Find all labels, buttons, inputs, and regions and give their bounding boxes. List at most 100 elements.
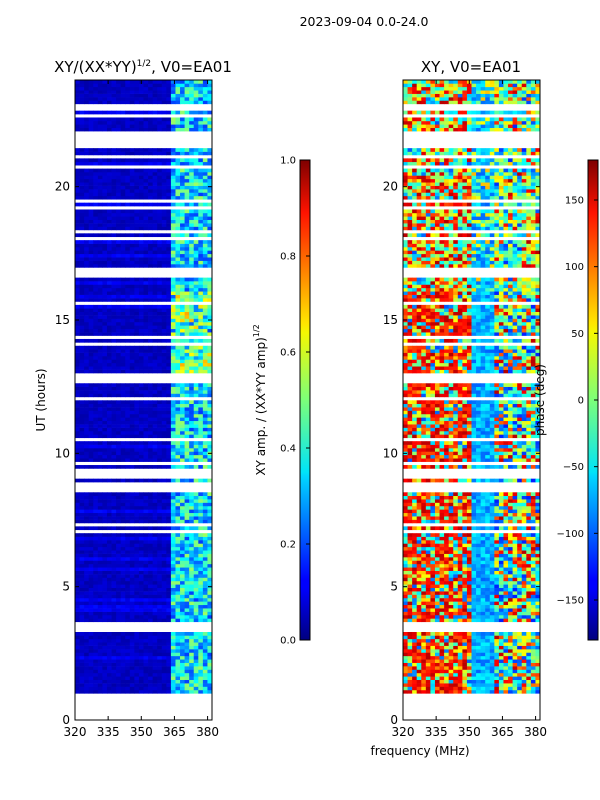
left-heat-cell (88, 195, 94, 200)
left-heat-cell (97, 434, 103, 439)
left-heat-cell (84, 509, 90, 514)
left-heat-cell (79, 315, 85, 319)
right-heat-cell (453, 662, 459, 667)
left-heat-cell (207, 587, 212, 592)
left-heat-cell (157, 454, 163, 459)
left-heat-cell (157, 151, 163, 156)
left-heat-cell (111, 148, 117, 152)
right-heat-cell (535, 635, 540, 640)
left-heat-cell (152, 638, 158, 643)
left-heat-cell (129, 458, 135, 462)
left-heat-cell (198, 212, 204, 217)
left-heat-cell (111, 212, 117, 217)
left-heat-cell (148, 645, 154, 650)
left-heat-cell (134, 294, 140, 299)
left-title-suffix: , V0=EA01 (151, 58, 232, 76)
left-heat-cell (125, 294, 131, 299)
left-heat-cell (75, 226, 80, 231)
y-tick-label: 0 (62, 713, 70, 727)
left-heat-cell (75, 526, 80, 531)
right-heat-cell (448, 638, 454, 643)
left-heat-cell (143, 448, 149, 452)
left-heat-cell (125, 505, 131, 510)
left-heat-cell (134, 161, 140, 166)
y-tick-label: 15 (55, 313, 70, 327)
left-heat-cell (193, 308, 199, 313)
left-heat-cell (157, 298, 163, 302)
left-heat-cell (116, 212, 122, 217)
left-heat-cell (97, 454, 103, 459)
left-heat-cell (93, 557, 99, 561)
left-heat-cell (138, 458, 144, 462)
left-heat-cell (134, 284, 140, 289)
left-heat-cell (152, 386, 158, 391)
right-heat-cell (498, 669, 504, 674)
left-heat-cell (161, 366, 167, 370)
left-heat-cell (120, 577, 126, 582)
right-heat-cell (403, 618, 408, 623)
colorbar-tick-label: 1.0 (280, 156, 296, 167)
left-heat-cell (148, 550, 154, 554)
left-heat-cell (152, 679, 158, 684)
left-heat-cell (75, 430, 80, 435)
left-heat-cell (75, 638, 80, 643)
left-heat-cell (116, 540, 122, 544)
left-colorbar: 0.00.20.40.60.81.0 XY amp. / (XX*YY amp)… (252, 156, 311, 647)
left-heat-cell (175, 407, 181, 411)
left-heat-cell (138, 83, 144, 88)
left-heat-cell (129, 584, 135, 589)
left-heat-cell (97, 178, 103, 183)
left-heat-cell (102, 611, 108, 616)
left-heat-cell (193, 659, 199, 663)
left-heat-cell (75, 652, 80, 657)
left-heat-cell (166, 465, 172, 469)
left-heat-cell (202, 315, 208, 319)
left-heat-cell (111, 284, 117, 289)
left-heat-cell (138, 563, 144, 568)
left-heat-cell (189, 223, 195, 227)
left-heat-cell (120, 311, 126, 316)
left-heat-cell (97, 441, 103, 445)
right-heat-cell (508, 686, 513, 691)
left-heat-cell (88, 417, 94, 422)
right-heat-cell (508, 635, 513, 640)
right-heat-cell (466, 659, 472, 663)
left-heat-cell (129, 260, 135, 265)
left-heat-cell (125, 291, 131, 295)
left-heat-cell (148, 308, 154, 313)
left-heat-cell (97, 332, 103, 336)
left-heat-cell (207, 526, 212, 531)
left-heat-cell (184, 604, 190, 609)
left-heat-cell (97, 553, 103, 558)
left-heat-cell (116, 366, 122, 370)
left-heat-cell (193, 325, 199, 330)
left-heat-cell (166, 516, 172, 520)
left-heat-cell (143, 444, 149, 449)
left-heat-cell (143, 430, 149, 435)
left-heat-cell (138, 148, 144, 152)
left-heat-cell (102, 686, 108, 691)
left-heat-cell (97, 175, 103, 180)
left-heat-cell (152, 202, 158, 207)
right-heat-cell (448, 645, 454, 650)
left-heat-cell (166, 686, 172, 691)
left-heat-cell (120, 192, 126, 197)
left-heat-cell (88, 80, 94, 84)
left-heat-cell (157, 250, 163, 255)
left-heat-cell (97, 465, 103, 469)
left-heat-cell (202, 526, 208, 531)
left-heat-cell (93, 325, 99, 330)
left-heat-cell (106, 393, 112, 398)
left-heat-cell (111, 250, 117, 255)
left-heat-cell (198, 185, 204, 190)
left-heat-cell (88, 151, 94, 156)
left-heat-cell (120, 287, 126, 292)
left-heat-cell (79, 597, 85, 602)
left-heat-cell (157, 604, 163, 609)
left-heat-cell (143, 291, 149, 295)
left-heat-cell (102, 298, 108, 302)
left-heat-cell (184, 594, 190, 599)
left-heat-cell (207, 264, 212, 268)
left-heat-cell (120, 209, 126, 214)
left-heat-cell (161, 570, 167, 575)
